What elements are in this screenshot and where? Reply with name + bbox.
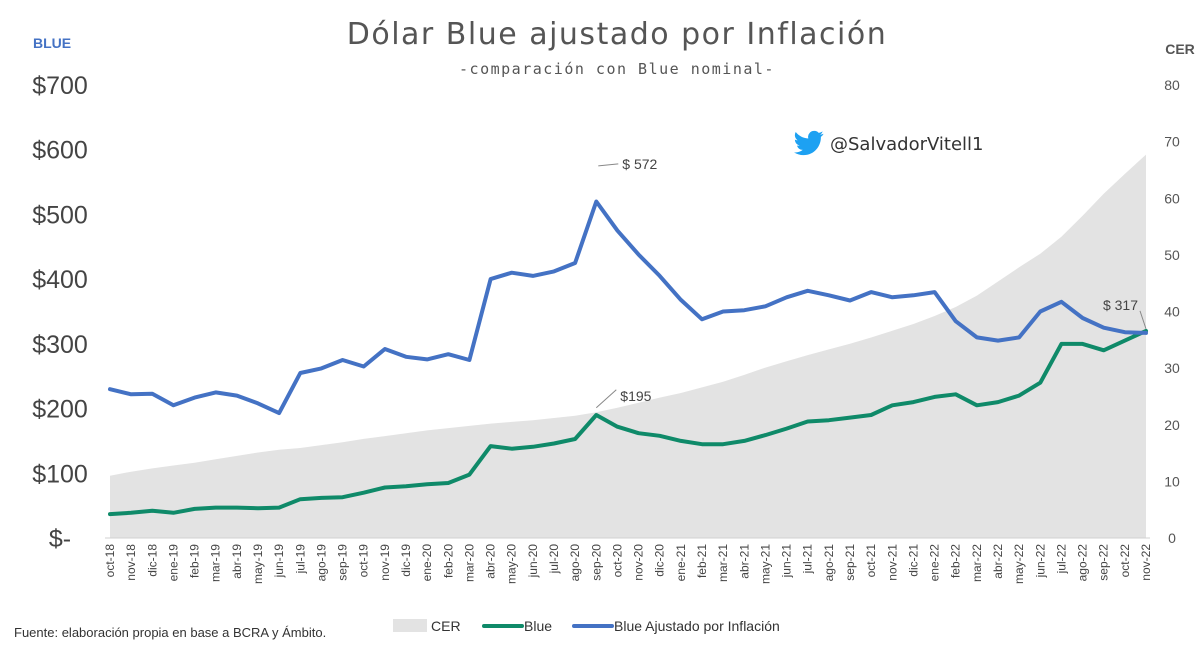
legend-label-blue: Blue <box>524 618 552 634</box>
legend-swatch-cer <box>393 619 427 632</box>
twitter-bird-icon <box>794 130 824 156</box>
annotation-label: $ 572 <box>622 156 657 172</box>
right-tick-label: 20 <box>1164 417 1180 433</box>
chart-subtitle: -comparación con Blue nominal- <box>459 60 775 78</box>
series-area-cer <box>110 154 1146 538</box>
x-tick-label: abr-21 <box>737 544 751 579</box>
x-tick-label: ago-20 <box>568 544 582 582</box>
right-tick-label: 10 <box>1164 473 1180 489</box>
x-tick-label: oct-21 <box>864 544 878 578</box>
x-tick-label: ene-20 <box>420 544 434 582</box>
right-tick-label: 50 <box>1164 247 1180 263</box>
x-tick-label: nov-22 <box>1139 544 1153 581</box>
x-tick-label: dic-18 <box>145 544 159 577</box>
twitter-handle-text: @SalvadorVitell1 <box>830 134 983 155</box>
x-tick-label: jul-21 <box>801 544 815 575</box>
x-tick-label: ago-22 <box>1076 544 1090 582</box>
x-tick-label: jun-21 <box>780 544 794 579</box>
x-tick-label: dic-21 <box>906 544 920 577</box>
x-tick-label: mar-19 <box>209 544 223 582</box>
right-tick-label: 70 <box>1164 134 1180 150</box>
x-tick-label: jun-20 <box>526 544 540 579</box>
x-tick-label: sep-21 <box>843 544 857 581</box>
legend-label-blue-ajustado: Blue Ajustado por Inflación <box>614 618 780 634</box>
left-axis-ticks: $- $100 $200 $300 $400 $500 $600 $700 <box>32 72 88 553</box>
x-tick-label: sep-19 <box>336 544 350 581</box>
legend-label-cer: CER <box>431 618 461 634</box>
left-tick-label: $600 <box>32 137 88 165</box>
source-note: Fuente: elaboración propia en base a BCR… <box>14 625 326 640</box>
left-tick-label: $700 <box>32 72 88 100</box>
x-tick-label: sep-22 <box>1097 544 1111 581</box>
left-tick-label: $300 <box>32 331 88 359</box>
x-tick-label: mar-21 <box>716 544 730 582</box>
annotation-leader <box>598 163 619 167</box>
left-tick-label: $500 <box>32 201 88 229</box>
x-tick-label: jul-20 <box>547 544 561 575</box>
x-tick-label: jun-19 <box>272 544 286 579</box>
x-tick-label: oct-20 <box>610 544 624 578</box>
x-tick-label: may-22 <box>1012 544 1026 584</box>
annotation-leader <box>1139 310 1147 330</box>
left-tick-label: $100 <box>32 460 88 488</box>
x-tick-label: feb-20 <box>441 544 455 578</box>
x-tick-label: oct-18 <box>103 544 117 578</box>
x-tick-label: ene-22 <box>928 544 942 582</box>
x-tick-label: ene-19 <box>166 544 180 582</box>
x-tick-label: nov-20 <box>632 544 646 581</box>
x-tick-label: abr-19 <box>230 544 244 579</box>
right-axis-ticks: 0 10 20 30 40 50 60 70 80 <box>1164 77 1180 546</box>
right-tick-label: 80 <box>1164 77 1180 93</box>
right-tick-label: 0 <box>1168 530 1176 546</box>
left-tick-label: $400 <box>32 266 88 294</box>
x-tick-label: nov-18 <box>124 544 138 581</box>
annotation-leader <box>595 389 617 409</box>
series-line-blue-ajustado-por-inflaci-n <box>108 199 1148 416</box>
series-lines-layer <box>108 199 1148 517</box>
x-tick-label: may-21 <box>758 544 772 584</box>
left-tick-label: $- <box>49 525 71 553</box>
x-tick-label: feb-21 <box>695 544 709 578</box>
x-tick-label: feb-19 <box>188 544 202 578</box>
x-tick-label: jul-22 <box>1054 544 1068 575</box>
x-tick-label: mar-20 <box>462 544 476 582</box>
x-tick-label: jun-22 <box>1033 544 1047 579</box>
x-tick-label: may-20 <box>505 544 519 584</box>
right-tick-label: 40 <box>1164 304 1180 320</box>
x-tick-label: dic-19 <box>399 544 413 577</box>
legend: CER Blue Blue Ajustado por Inflación <box>393 618 780 634</box>
chart-title: Dólar Blue ajustado por Inflación <box>347 17 888 52</box>
x-tick-label: oct-19 <box>357 544 371 578</box>
left-tick-label: $200 <box>32 396 88 424</box>
x-tick-label: oct-22 <box>1118 544 1132 578</box>
x-tick-label: may-19 <box>251 544 265 584</box>
x-tick-label: nov-19 <box>378 544 392 581</box>
right-axis-label: CER <box>1165 41 1195 57</box>
right-tick-label: 30 <box>1164 360 1180 376</box>
x-tick-label: ene-21 <box>674 544 688 582</box>
x-tick-label: ago-21 <box>822 544 836 582</box>
x-tick-label: mar-22 <box>970 544 984 582</box>
x-tick-label: jul-19 <box>293 544 307 575</box>
x-tick-label: dic-20 <box>653 544 667 577</box>
annotation-label: $ 317 <box>1103 297 1138 313</box>
x-tick-label: ago-19 <box>314 544 328 582</box>
x-tick-label: abr-20 <box>484 544 498 579</box>
x-tick-label: abr-22 <box>991 544 1005 579</box>
twitter-handle: @SalvadorVitell1 <box>794 130 983 156</box>
x-axis-ticks: oct-18 nov-18 dic-18 ene-19 feb-19 mar-19 abr-… <box>103 544 1153 584</box>
left-axis-label: BLUE <box>33 35 71 51</box>
x-tick-label: feb-22 <box>949 544 963 578</box>
cer-area-layer <box>110 154 1146 538</box>
x-tick-label: nov-21 <box>885 544 899 581</box>
x-tick-label: sep-20 <box>589 544 603 581</box>
annotations: $ 572 $195 $ 317 <box>595 156 1147 409</box>
annotation-label: $195 <box>620 388 651 404</box>
right-tick-label: 60 <box>1164 190 1180 206</box>
series-line-blue <box>108 328 1148 517</box>
